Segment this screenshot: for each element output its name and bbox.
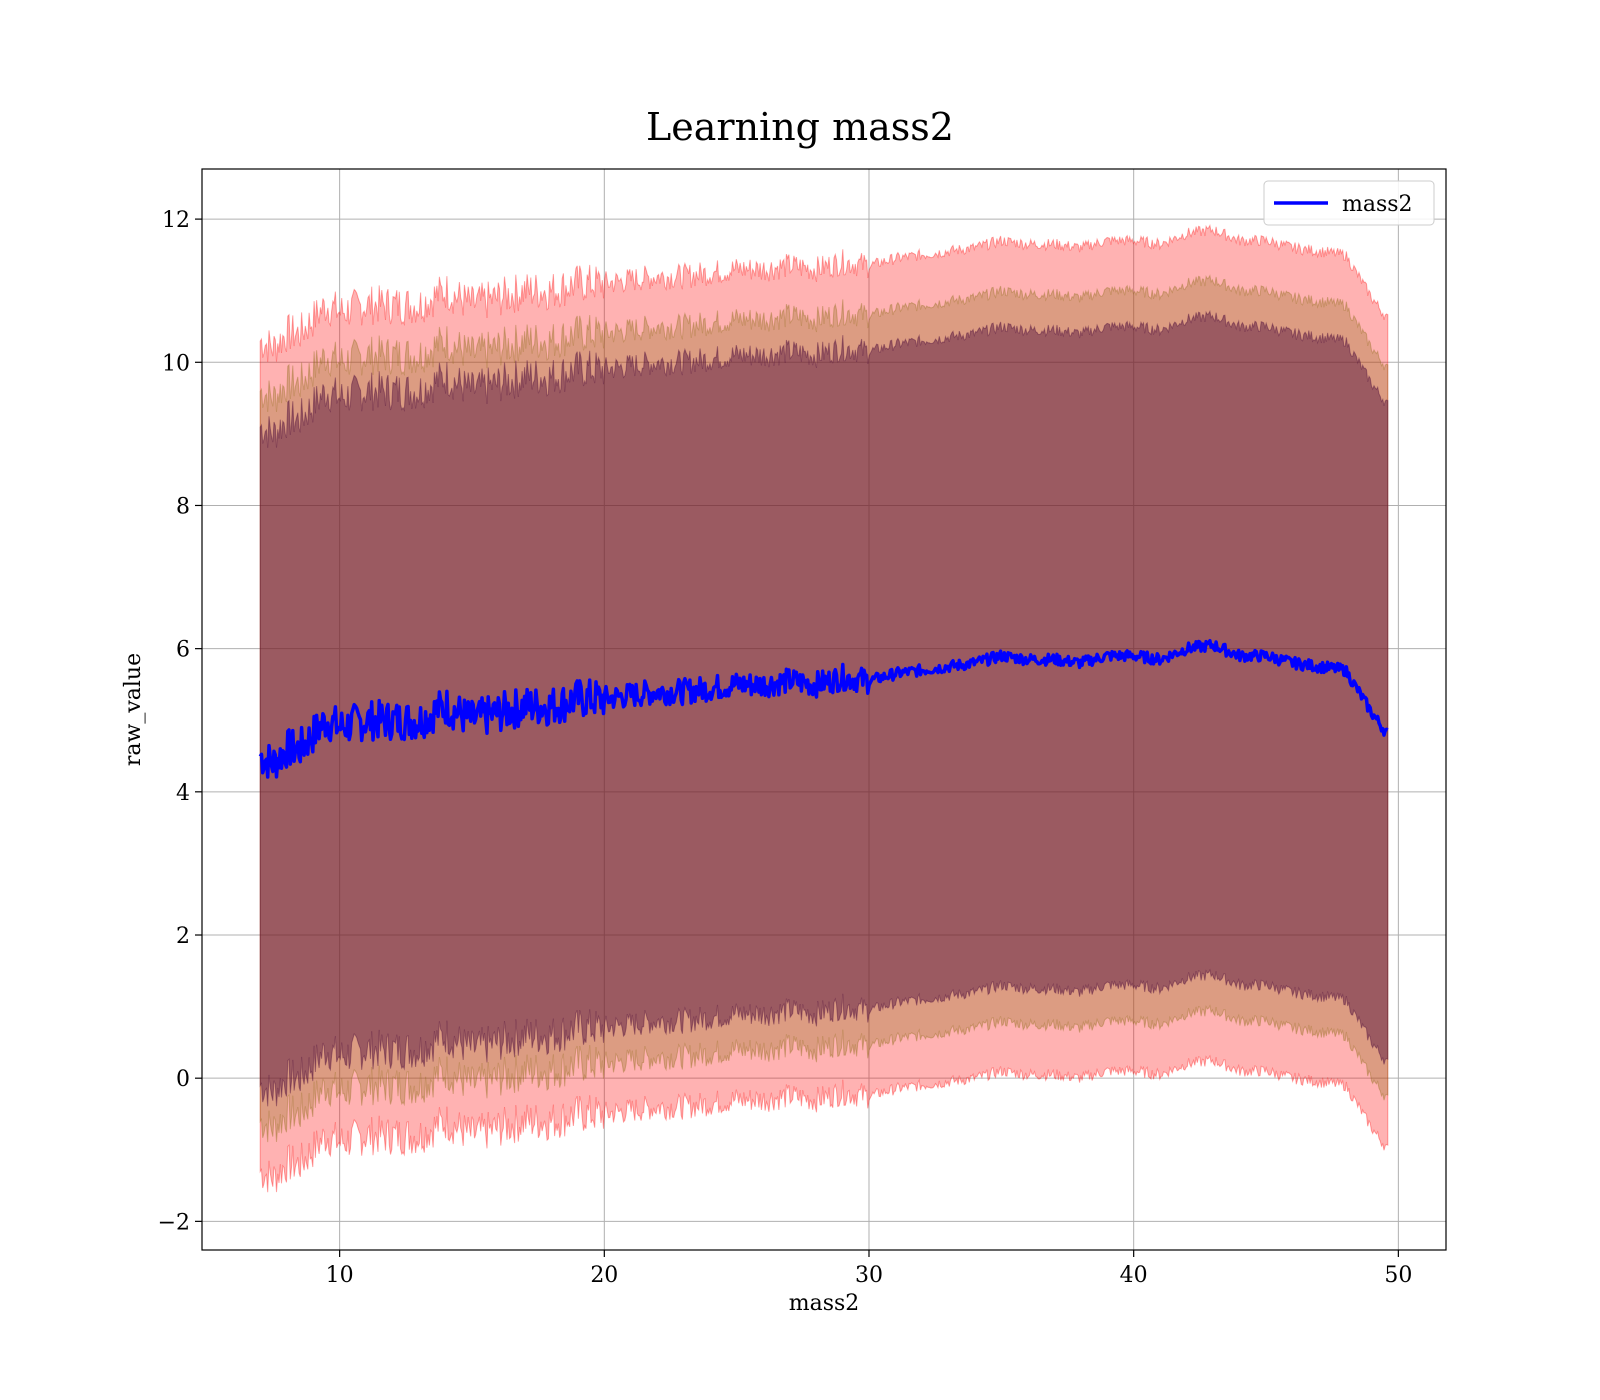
legend: mass2: [1263, 180, 1435, 226]
chart-title: Learning mass2: [646, 105, 954, 149]
middle-confidence-band: [259, 274, 1389, 1143]
x-axis-label: mass2: [789, 1291, 860, 1316]
plot-frame: [201, 168, 1447, 1251]
outer-confidence-band: [259, 224, 1389, 1193]
series-line-mass2: [258, 638, 1389, 779]
y-tick-label: 10: [162, 351, 190, 376]
x-tick-label: 40: [1120, 1263, 1148, 1288]
plot-area: [202, 169, 1446, 1250]
legend-box: [1263, 180, 1435, 226]
y-tick-label: 0: [176, 1067, 190, 1092]
y-tick-label: 8: [176, 494, 190, 519]
x-tick-label: 30: [855, 1263, 883, 1288]
y-tick-label: 2: [176, 924, 190, 949]
y-tick-label: 4: [176, 781, 190, 806]
x-tick-label: 20: [590, 1263, 618, 1288]
inner-confidence-band: [259, 309, 1389, 1107]
y-axis-label: raw_value: [121, 653, 146, 766]
axis-ticks: 10 20 30 40 50 −2 0 2 4 6 8 10 12: [158, 208, 1413, 1288]
y-tick-label: 12: [162, 208, 190, 233]
legend-label: mass2: [1342, 192, 1413, 217]
x-tick-label: 10: [326, 1263, 354, 1288]
y-tick-label: −2: [158, 1210, 190, 1235]
x-tick-label: 50: [1384, 1263, 1412, 1288]
y-tick-label: 6: [176, 638, 190, 663]
